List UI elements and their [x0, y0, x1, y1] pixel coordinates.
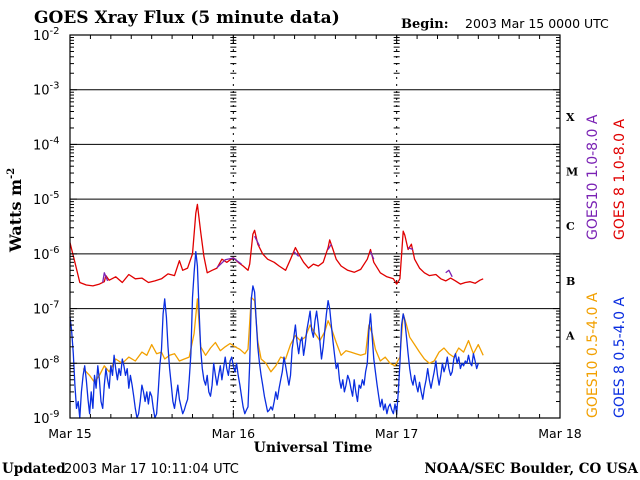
svg-text:Watts m-2: Watts m-2 — [6, 168, 25, 253]
legend-entry: GOES 8 0.5-4.0 A — [612, 297, 628, 418]
y-tick-labels: 10-9 10-8 10-7 10-6 10-5 10-4 10-3 10-2 — [33, 26, 60, 427]
axis-ticks — [69, 34, 561, 419]
y-tick-label: 10-9 — [33, 409, 60, 427]
y-axis-label-exponent: -2 — [6, 168, 17, 179]
begin-label: Begin: — [401, 17, 449, 32]
y-tick-label: 10-5 — [33, 190, 60, 208]
x-tick-label: Mar 15 — [48, 426, 91, 441]
y-tick-label: 10-2 — [33, 26, 60, 44]
legend: GOES10 1.0-8.0 A GOES 8 1.0-8.0 A GOES10 0… — [585, 114, 628, 418]
flare-class-labels: A B C M X — [565, 111, 578, 343]
flare-class-label: C — [566, 220, 575, 233]
series-layer — [69, 203, 484, 419]
legend-entry: GOES10 0.5-4.0 A — [585, 292, 601, 418]
updated-value: 2003 Mar 17 10:11:04 UTC — [64, 462, 239, 477]
y-tick-label: 10-6 — [33, 245, 60, 263]
y-tick-label: 10-8 — [33, 354, 60, 372]
flare-class-label: A — [565, 330, 575, 343]
series-line-goes10-1-0-8-0-a — [102, 235, 453, 283]
flare-class-label: B — [566, 275, 575, 288]
y-tick-label: 10-3 — [33, 81, 60, 99]
x-tick-labels: Mar 15 Mar 16 Mar 17 Mar 18 — [48, 426, 582, 441]
series-line-goes-8-1-0-8-0-a — [69, 203, 484, 287]
series-line-goes10-0-5-4-0-a — [82, 296, 484, 383]
y-tick-label: 10-4 — [33, 135, 60, 153]
y-axis-label: Watts m — [6, 179, 25, 253]
begin-date: 2003 Mar 15 0000 UTC — [465, 16, 609, 31]
x-tick-label: Mar 18 — [538, 426, 582, 441]
y-tick-label: 10-7 — [33, 300, 60, 318]
day-dividers — [230, 35, 400, 418]
flare-class-label: X — [566, 111, 575, 124]
plot-frame — [69, 34, 561, 419]
y-axis-title: Watts m-2 — [6, 168, 25, 253]
x-axis-label: Universal Time — [254, 440, 373, 456]
credit-text: NOAA/SEC Boulder, CO USA — [424, 461, 638, 477]
gridlines — [70, 34, 560, 419]
flare-class-label: M — [566, 166, 578, 179]
legend-entry: GOES10 1.0-8.0 A — [585, 114, 601, 240]
updated-label: Updated — [2, 461, 66, 477]
series-line-goes-8-0-5-4-0-a — [69, 250, 479, 419]
x-tick-label: Mar 16 — [212, 426, 256, 441]
x-tick-label: Mar 17 — [375, 426, 418, 441]
legend-entry: GOES 8 1.0-8.0 A — [612, 119, 628, 240]
chart-title: GOES Xray Flux (5 minute data) — [34, 8, 340, 28]
